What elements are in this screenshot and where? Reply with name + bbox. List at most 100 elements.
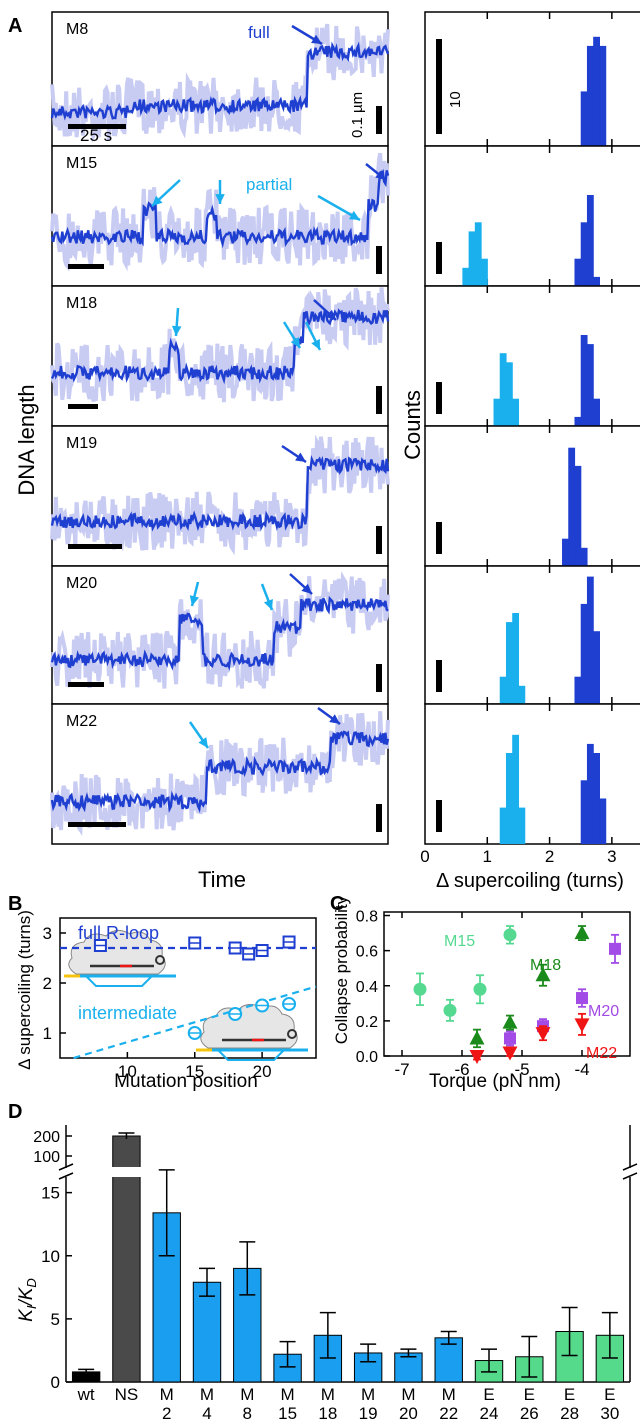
c-point-M18 <box>535 967 551 982</box>
trace-filtered <box>50 595 389 671</box>
arrow-m22-full-head <box>329 714 340 724</box>
intermediate-annotation: intermediate <box>78 1003 177 1023</box>
b-xtick-label: 20 <box>253 1062 272 1081</box>
arrow-m20-1 <box>189 581 200 607</box>
d-ytick-label: 15 <box>41 1184 60 1203</box>
d-ytick-label: 10 <box>41 1247 60 1266</box>
c-point-M22 <box>469 1050 485 1064</box>
length-scale-bar <box>376 106 382 134</box>
trace-filtered <box>50 41 390 121</box>
d-category-label: M <box>401 1385 415 1404</box>
panel-d-label: D <box>8 1101 22 1123</box>
histogram-bar <box>518 685 526 704</box>
histogram-bar <box>586 743 594 844</box>
histogram-bar <box>580 222 588 286</box>
trace-filtered <box>50 168 390 249</box>
d-category-label: wt <box>77 1385 95 1404</box>
trace-label: M22 <box>66 713 97 730</box>
panel-a-label: A <box>8 15 22 37</box>
panel-c-ylabel: Collapse probability <box>332 895 351 1044</box>
d-category-label: 30 <box>600 1404 619 1423</box>
histogram-bar <box>593 753 600 844</box>
panel-c-label: C <box>330 893 344 915</box>
histogram-frame <box>424 11 640 147</box>
histogram-bar <box>505 362 513 426</box>
histogram-M19 <box>424 425 640 567</box>
histogram-bar <box>580 603 588 704</box>
c-point-M20 <box>504 1032 516 1045</box>
histogram-bar <box>493 398 501 426</box>
c-point-M20 <box>609 942 621 955</box>
arrow-m15-full-head <box>375 170 386 180</box>
c-point-M20 <box>576 992 588 1005</box>
d-category-label: NS <box>115 1385 139 1404</box>
b-ytick-label: 3 <box>43 924 52 943</box>
c-point-M15 <box>413 982 427 996</box>
counts-scale-bar <box>436 522 442 554</box>
c-series-label-M22: M22 <box>586 1045 617 1062</box>
hist-tick-label: 0 <box>420 847 429 866</box>
time-scale-bar <box>68 544 122 549</box>
histogram-bar <box>499 807 507 844</box>
arrow-m18-2 <box>282 321 302 349</box>
b-ytick-label: 1 <box>43 1024 52 1043</box>
b-ytick-label: 2 <box>43 974 52 993</box>
trace-panels: M8 M15 M18 M19 M20 M22 <box>50 11 390 845</box>
length-scale-bar <box>376 386 382 414</box>
d-bar-break <box>111 1167 142 1177</box>
arrow-m15-3-head <box>349 210 360 220</box>
arrow-m22-1 <box>188 721 210 749</box>
c-point-M22 <box>502 1046 518 1061</box>
histogram-frame <box>424 703 640 845</box>
c-ytick-label: 0.0 <box>356 1049 378 1066</box>
panel-b-label: B <box>8 893 22 915</box>
histogram-bar <box>468 231 476 286</box>
c-ytick-label: 0.4 <box>356 979 378 996</box>
d-category-label: E <box>564 1385 575 1404</box>
histogram-bar <box>499 676 507 704</box>
counts-scale-bar <box>436 39 442 134</box>
trace-panel-M8: M8 <box>50 11 390 147</box>
arrow-m18-1 <box>171 307 182 337</box>
d-bar-M20 <box>394 1352 423 1383</box>
time-scale-bar <box>68 822 126 827</box>
trace-label: M19 <box>66 435 97 452</box>
histogram-bar <box>512 734 520 844</box>
histogram-bar <box>593 276 600 286</box>
trace-label: M18 <box>66 295 97 312</box>
d-category-label: M <box>200 1385 214 1404</box>
c-point-M15 <box>473 982 487 996</box>
trace-label: M8 <box>66 21 88 38</box>
d-bar-M4 <box>192 1281 222 1383</box>
c-ytick-label: 0.8 <box>356 909 378 926</box>
histogram-M8 <box>424 11 640 147</box>
d-category-label: 15 <box>278 1404 297 1423</box>
d-category-label: 4 <box>202 1404 211 1423</box>
c-xtick-label: -6 <box>454 1060 469 1079</box>
histogram-bar <box>574 416 582 426</box>
histogram-bar <box>586 576 594 704</box>
trace-panel-M15: M15 <box>50 145 390 287</box>
ylabel-sub-d: D <box>24 1278 39 1287</box>
c-point-M15 <box>503 928 517 942</box>
ylabel-sub-i: I <box>24 1305 39 1309</box>
counts-scale-bar <box>436 382 442 414</box>
time-scale-bar <box>68 404 98 409</box>
hist-tick-label: 1 <box>483 847 492 866</box>
trace-panel-M18: M18 <box>50 285 390 427</box>
arrow-m22-full <box>317 706 341 726</box>
hist-tick-label: 3 <box>607 847 616 866</box>
histogram-bar <box>580 547 588 566</box>
counts-scale-bar <box>436 800 442 832</box>
b-xtick-label: 10 <box>118 1062 137 1081</box>
trace-raw <box>50 287 390 403</box>
histogram-bar <box>474 222 482 286</box>
hist-ylabel: Counts <box>400 390 425 460</box>
ylabel-slash: / <box>16 1299 37 1308</box>
partial-annotation: partial <box>246 175 292 194</box>
cartoon-intermediate <box>196 1004 308 1061</box>
d-category-label: M <box>442 1385 456 1404</box>
displaced-strand <box>85 975 153 987</box>
histogram-bar <box>462 267 470 286</box>
d-ytick-upper-label: 200 <box>33 1129 60 1146</box>
